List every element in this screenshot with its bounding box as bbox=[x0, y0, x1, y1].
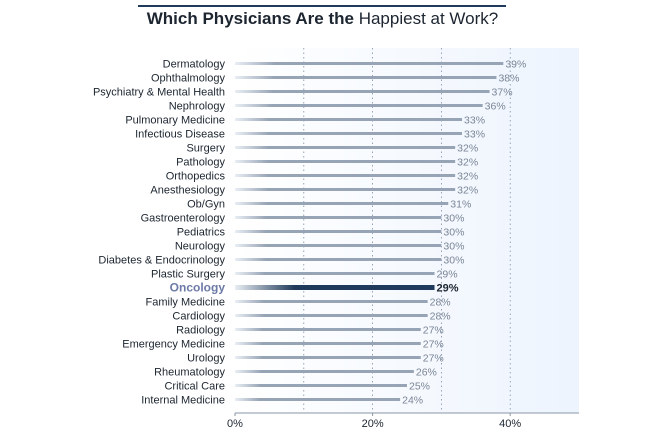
bar-8 bbox=[235, 174, 456, 177]
bar-24 bbox=[235, 398, 401, 401]
bar-21 bbox=[235, 356, 421, 359]
value-label-7: 32% bbox=[457, 157, 478, 169]
value-label-12: 30% bbox=[443, 227, 464, 239]
category-label-8: Orthopedics bbox=[166, 171, 226, 183]
category-label-1: Ophthalmology bbox=[151, 73, 225, 85]
value-label-0: 39% bbox=[505, 59, 526, 71]
title-rule bbox=[138, 5, 506, 7]
bar-2 bbox=[235, 90, 490, 93]
bar-12 bbox=[235, 230, 442, 233]
value-label-5: 33% bbox=[464, 129, 485, 141]
bar-3 bbox=[235, 104, 483, 107]
value-label-2: 37% bbox=[492, 87, 513, 99]
x-tick-label-1: 20% bbox=[362, 418, 384, 430]
category-label-12: Pediatrics bbox=[177, 227, 226, 239]
bar-11 bbox=[235, 216, 442, 219]
value-label-8: 32% bbox=[457, 171, 478, 183]
bar-15 bbox=[235, 272, 435, 275]
category-label-9: Anesthesiology bbox=[150, 185, 225, 197]
value-label-9: 32% bbox=[457, 185, 478, 197]
x-tick-label-2: 40% bbox=[499, 418, 521, 430]
value-label-20: 27% bbox=[423, 339, 444, 351]
category-label-2: Psychiatry & Mental Health bbox=[93, 87, 225, 99]
value-label-16: 29% bbox=[437, 283, 459, 295]
category-label-7: Pathology bbox=[176, 157, 225, 169]
bar-17 bbox=[235, 300, 428, 303]
chart-title: Which Physicians Are the Happiest at Wor… bbox=[0, 9, 645, 29]
value-label-6: 32% bbox=[457, 143, 478, 155]
value-label-21: 27% bbox=[423, 353, 444, 365]
category-label-10: Ob/Gyn bbox=[187, 199, 225, 211]
bar-9 bbox=[235, 188, 456, 191]
category-label-11: Gastroenterology bbox=[141, 213, 226, 225]
bar-22 bbox=[235, 370, 414, 373]
category-label-15: Plastic Surgery bbox=[151, 269, 225, 281]
category-label-21: Urology bbox=[187, 353, 225, 365]
category-label-5: Infectious Disease bbox=[135, 129, 225, 141]
bar-14 bbox=[235, 258, 442, 261]
value-label-23: 25% bbox=[409, 381, 430, 393]
value-label-3: 36% bbox=[485, 101, 506, 113]
bar-10 bbox=[235, 202, 449, 205]
category-label-17: Family Medicine bbox=[146, 297, 225, 309]
bar-18 bbox=[235, 314, 428, 317]
bar-7 bbox=[235, 160, 456, 163]
category-label-22: Rheumatology bbox=[154, 367, 225, 379]
value-label-19: 27% bbox=[423, 325, 444, 337]
bar-13 bbox=[235, 244, 442, 247]
bar-4 bbox=[235, 118, 463, 121]
category-label-13: Neurology bbox=[175, 241, 226, 253]
category-label-14: Diabetes & Endocrinology bbox=[98, 255, 225, 267]
chart-title-rest: Happiest at Work? bbox=[358, 9, 499, 28]
bar-20 bbox=[235, 342, 421, 345]
category-label-18: Cardiology bbox=[172, 311, 225, 323]
value-label-13: 30% bbox=[443, 241, 464, 253]
category-label-23: Critical Care bbox=[164, 381, 225, 393]
category-label-20: Emergency Medicine bbox=[122, 339, 225, 351]
value-label-4: 33% bbox=[464, 115, 485, 127]
value-label-11: 30% bbox=[443, 213, 464, 225]
value-label-15: 29% bbox=[437, 269, 458, 281]
x-tick-label-0: 0% bbox=[227, 418, 243, 430]
value-label-14: 30% bbox=[443, 255, 464, 267]
bar-23 bbox=[235, 384, 407, 387]
value-label-18: 28% bbox=[430, 311, 451, 323]
bar-19 bbox=[235, 328, 421, 331]
category-label-24: Internal Medicine bbox=[141, 395, 225, 407]
value-label-1: 38% bbox=[498, 73, 519, 85]
category-label-6: Surgery bbox=[186, 143, 225, 155]
bar-6 bbox=[235, 146, 456, 149]
bar-0 bbox=[235, 62, 504, 65]
bar-5 bbox=[235, 132, 463, 135]
category-label-0: Dermatology bbox=[163, 59, 226, 71]
value-label-17: 28% bbox=[430, 297, 451, 309]
value-label-24: 24% bbox=[402, 395, 423, 407]
bar-1 bbox=[235, 76, 497, 79]
value-label-10: 31% bbox=[450, 199, 471, 211]
category-label-3: Nephrology bbox=[169, 101, 226, 113]
category-label-4: Pulmonary Medicine bbox=[125, 115, 225, 127]
bar-16 bbox=[235, 285, 435, 290]
category-label-16: Oncology bbox=[170, 281, 226, 295]
chart-title-bold: Which Physicians Are the bbox=[146, 9, 354, 28]
value-label-22: 26% bbox=[416, 367, 437, 379]
category-label-19: Radiology bbox=[176, 325, 225, 337]
